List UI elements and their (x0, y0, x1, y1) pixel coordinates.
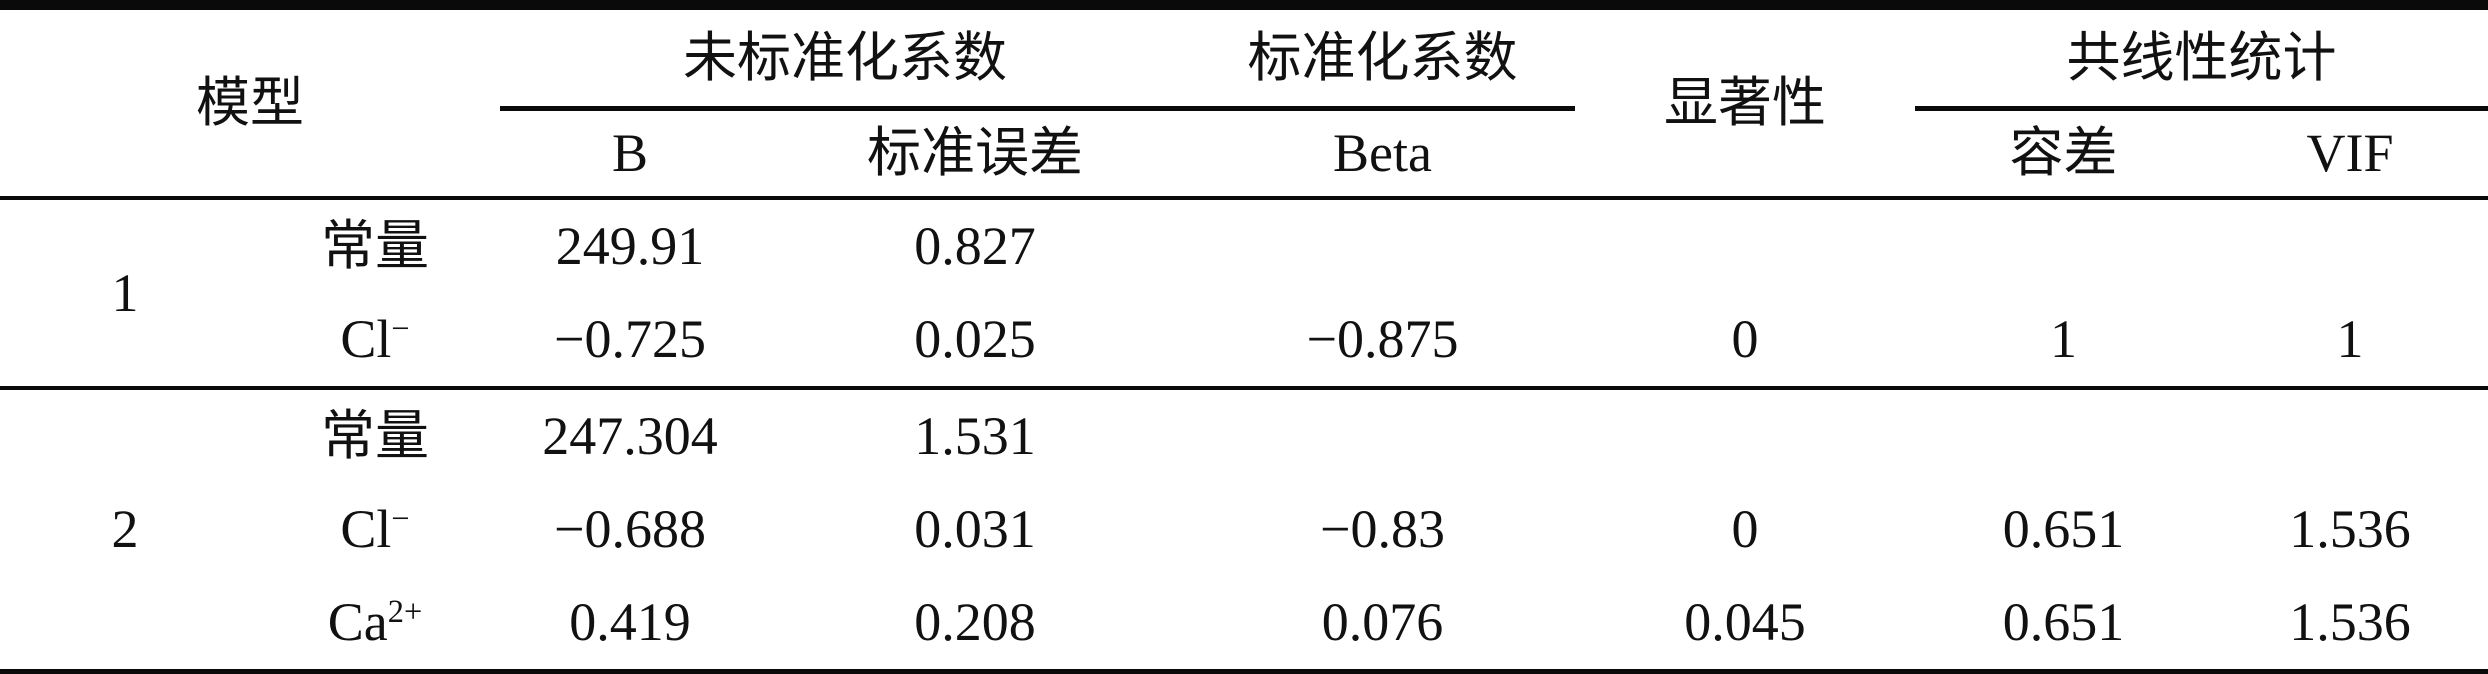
cell-b: 0.419 (569, 592, 691, 653)
cell-significance (1575, 198, 1915, 293)
variable-name: Cl (340, 309, 392, 370)
cell-vif: 1.536 (2289, 499, 2411, 560)
cell-model-number: 2 (111, 499, 139, 560)
variable-superscript: 2+ (387, 594, 423, 631)
cell-b: −0.688 (554, 499, 706, 560)
header-collinearity-statistics-group: 共线性统计 (1915, 5, 2488, 111)
table-row: Ca2+ 0.419 0.208 0.076 0.045 0.651 1.536 (0, 576, 2488, 674)
cell-std-error: 0.031 (914, 499, 1036, 560)
cell-b: 247.304 (542, 406, 718, 467)
cell-tolerance (1915, 388, 2212, 483)
variable-superscript: − (391, 501, 410, 538)
header-std-error: 标准误差 (760, 108, 1190, 200)
cell-tolerance (1915, 198, 2212, 293)
cell-variable: Cl− (250, 293, 500, 390)
cell-beta (1190, 388, 1575, 483)
cell-b: −0.725 (500, 293, 760, 390)
cell-beta: 0.076 (1321, 592, 1444, 653)
variable-name: Ca (327, 592, 388, 653)
cell-std-error: 1.531 (914, 406, 1036, 467)
cell-std-error: 0.827 (914, 216, 1036, 277)
cell-variable: Cl− (250, 483, 500, 576)
cell-vif: 1 (2212, 293, 2488, 390)
table-row: 2 常量 247.304 1.531 (0, 388, 2488, 558)
cell-vif (2212, 198, 2488, 293)
cell-significance (1575, 388, 1915, 483)
header-vif: VIF (2212, 108, 2488, 200)
cell-std-error: 0.208 (914, 592, 1036, 653)
cell-vif: 1.536 (2289, 592, 2411, 653)
cell-beta: −0.83 (1320, 499, 1445, 560)
header-unstandardized-coefficients-group: 未标准化系数 (500, 5, 1190, 111)
table-row: 1 常量 249.91 0.827 (0, 198, 2488, 390)
cell-beta: −0.875 (1190, 293, 1575, 390)
table-row: Cl− −0.688 0.031 −0.83 0 0.651 1.536 (0, 483, 2488, 576)
header-b: B (500, 108, 760, 200)
cell-significance: 0 (1575, 293, 1915, 390)
header-tolerance: 容差 (1915, 108, 2212, 200)
cell-variable: 常量 (250, 198, 500, 293)
cell-variable: Ca2+ (250, 576, 500, 674)
cell-tolerance: 1 (1915, 293, 2212, 390)
variable-name: 常量 (321, 216, 429, 277)
variable-superscript: − (391, 311, 410, 348)
header-significance: 显著性 (1575, 5, 1915, 200)
cell-significance: 0.045 (1684, 592, 1806, 653)
variable-name: 常量 (321, 406, 429, 467)
cell-model-number: 1 (0, 198, 250, 390)
header-beta: Beta (1190, 108, 1575, 200)
cell-variable: 常量 (250, 388, 500, 483)
header-standardized-coefficients-group: 标准化系数 (1190, 5, 1575, 111)
cell-std-error: 0.025 (760, 293, 1190, 390)
variable-name: Cl (340, 499, 392, 560)
cell-tolerance: 0.651 (2002, 592, 2125, 653)
cell-significance: 0 (1731, 499, 1759, 560)
cell-beta (1190, 198, 1575, 293)
cell-vif (2212, 388, 2488, 483)
table-row: Cl− −0.725 0.025 −0.875 0 1 1 (0, 293, 2488, 390)
header-model: 模型 (0, 5, 500, 200)
cell-tolerance: 0.651 (2002, 499, 2125, 560)
cell-b: 249.91 (555, 216, 705, 277)
